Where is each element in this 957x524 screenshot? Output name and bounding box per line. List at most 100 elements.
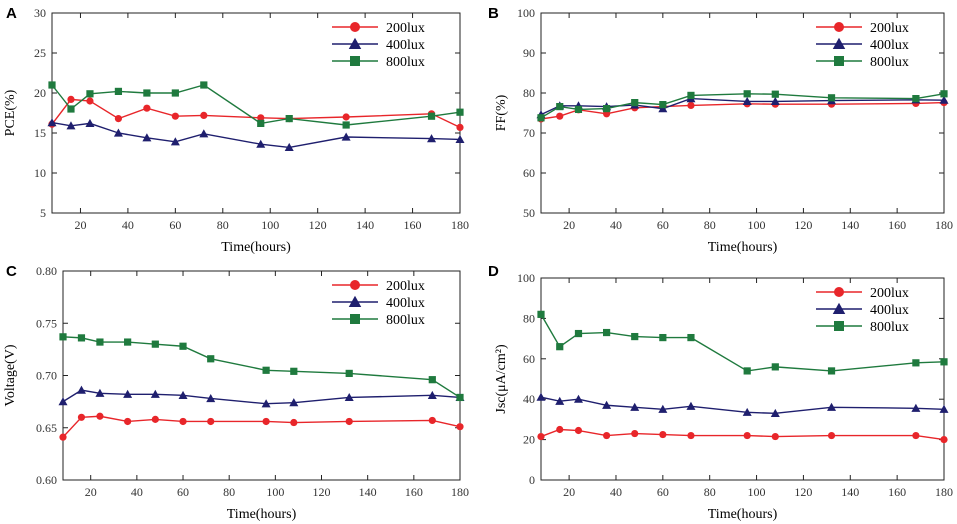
y-tick-label: 60 [523,166,535,180]
legend: 200lux 400lux 800lux [332,279,425,328]
data-point [171,89,179,97]
x-tick-label: 180 [451,485,469,499]
panel-label: B [488,5,499,22]
legend-marker [834,22,844,32]
x-tick-label: 100 [261,218,279,232]
data-point [86,97,94,105]
series-200lux [59,412,464,441]
data-point [58,397,68,406]
x-tick-label: 120 [309,218,327,232]
y-axis-label: FF(%) [494,94,509,131]
data-point [556,343,564,351]
panel-label: D [488,263,499,280]
series-800lux [59,333,464,402]
x-tick-label: 180 [451,218,469,232]
x-tick-label: 80 [704,485,716,499]
legend: 200lux 400lux 800lux [332,21,425,70]
data-point [537,432,545,441]
legend-marker [350,280,360,290]
data-point [206,393,216,403]
series-line [51,98,461,129]
y-tick-label: 0.65 [36,421,57,435]
series-800lux [537,310,948,375]
data-point [59,333,67,341]
data-point [427,134,437,143]
data-point [687,333,695,342]
legend-marker [832,37,846,49]
data-point [207,417,215,426]
data-point [284,142,294,151]
series-line [540,97,945,116]
data-point [143,89,151,97]
legend-marker [834,56,844,66]
data-point [142,133,152,142]
series-400lux [536,392,949,417]
y-axis-label: PCE(%) [3,89,18,136]
data-point [290,418,298,427]
data-point [207,355,215,363]
y-axis-label: Voltage(V) [3,344,18,406]
series-400lux [47,118,465,151]
y-tick-label: 0.75 [36,316,57,330]
legend: 200lux 400lux 800lux [816,286,909,335]
data-point [686,401,696,410]
y-tick-label: 40 [523,392,535,406]
legend-label: 200lux [386,21,425,36]
panel-label: A [6,5,17,22]
series-800lux [48,81,464,129]
data-point [940,358,948,366]
data-point [940,90,948,98]
x-tick-label: 140 [841,218,859,232]
series-line [62,389,461,405]
data-point [151,415,159,423]
data-point [912,95,920,103]
legend-label: 400lux [386,38,425,53]
x-tick-label: 40 [610,485,622,499]
data-point [912,431,920,440]
data-point [659,333,667,342]
data-point [77,413,86,421]
data-point [285,115,293,123]
x-tick-label: 60 [169,218,181,232]
x-tick-label: 40 [122,218,134,232]
data-point [341,132,351,141]
data-point [96,338,104,346]
x-tick-label: 120 [313,485,331,499]
data-point [67,95,75,103]
panel-label: C [6,263,17,280]
y-tick-label: 70 [523,126,535,140]
x-tick-label: 180 [935,485,953,499]
x-tick-label: 20 [74,218,86,232]
data-point [96,412,104,420]
legend-label: 400lux [870,303,909,318]
data-point [179,342,187,350]
data-point [602,400,612,409]
data-point [659,101,667,109]
data-point [912,359,920,367]
data-point [261,399,271,408]
data-point [556,112,564,120]
data-point [574,426,583,435]
data-point [743,90,751,98]
series-line [62,415,461,438]
data-point [257,119,265,127]
data-point [939,404,949,413]
x-axis-label: Time(hours) [227,507,297,522]
data-point [345,369,353,378]
data-point [771,432,779,441]
data-point [143,104,151,112]
data-point [76,385,86,394]
x-tick-label: 100 [748,485,766,499]
data-point [200,111,208,119]
y-tick-label: 10 [34,166,46,180]
data-point [256,139,266,148]
data-point [631,332,639,341]
data-point [95,388,105,397]
y-tick-label: 25 [34,46,46,60]
x-tick-label: 80 [217,218,229,232]
data-point [428,376,436,384]
data-point [47,118,57,127]
data-point [114,87,123,95]
data-point [770,408,780,417]
